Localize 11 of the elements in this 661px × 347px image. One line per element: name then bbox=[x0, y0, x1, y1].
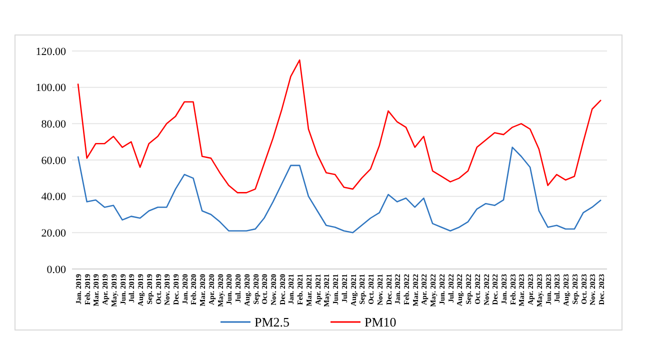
y-tick-label: 100.00 bbox=[36, 82, 66, 94]
line-series bbox=[77, 59, 602, 194]
y-tick-label: 40.00 bbox=[41, 191, 66, 204]
y-tick-label: 20.00 bbox=[41, 228, 66, 240]
y-tick-label: 0.00 bbox=[46, 264, 66, 276]
y-tick-label: 80.00 bbox=[41, 118, 66, 131]
y-tick-label: 60.00 bbox=[41, 154, 66, 167]
y-tick-label: 120.00 bbox=[36, 46, 66, 58]
legend-label: PM2.5 bbox=[254, 314, 290, 330]
legend-label: PM10 bbox=[364, 314, 396, 330]
line-series bbox=[77, 146, 602, 234]
